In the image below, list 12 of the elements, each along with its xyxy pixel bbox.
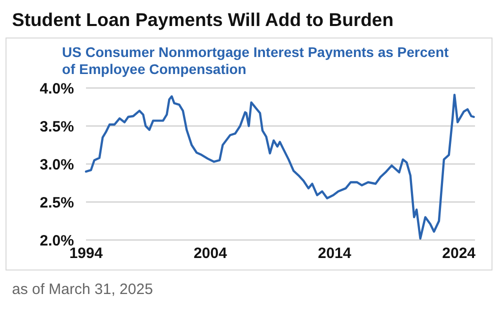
y-tick-label: 3.5% <box>40 118 74 136</box>
chart-title: Student Loan Payments Will Add to Burden <box>12 9 394 30</box>
y-tick-label: 2.5% <box>40 194 74 212</box>
line-series <box>84 94 475 240</box>
x-tick-label: 2024 <box>442 245 476 262</box>
x-tick-label: 1994 <box>69 245 104 262</box>
y-tick-label: 3.0% <box>40 156 74 174</box>
x-tick-label: 2014 <box>318 245 352 262</box>
chart-subtitle: US Consumer Nonmortgage Interest Payments as Percent of Employee Compensation <box>62 44 450 77</box>
y-tick-label: 4.0% <box>40 80 74 98</box>
x-tick-label: 2004 <box>194 245 228 262</box>
text: as of March 31, 2025 <box>12 281 153 298</box>
